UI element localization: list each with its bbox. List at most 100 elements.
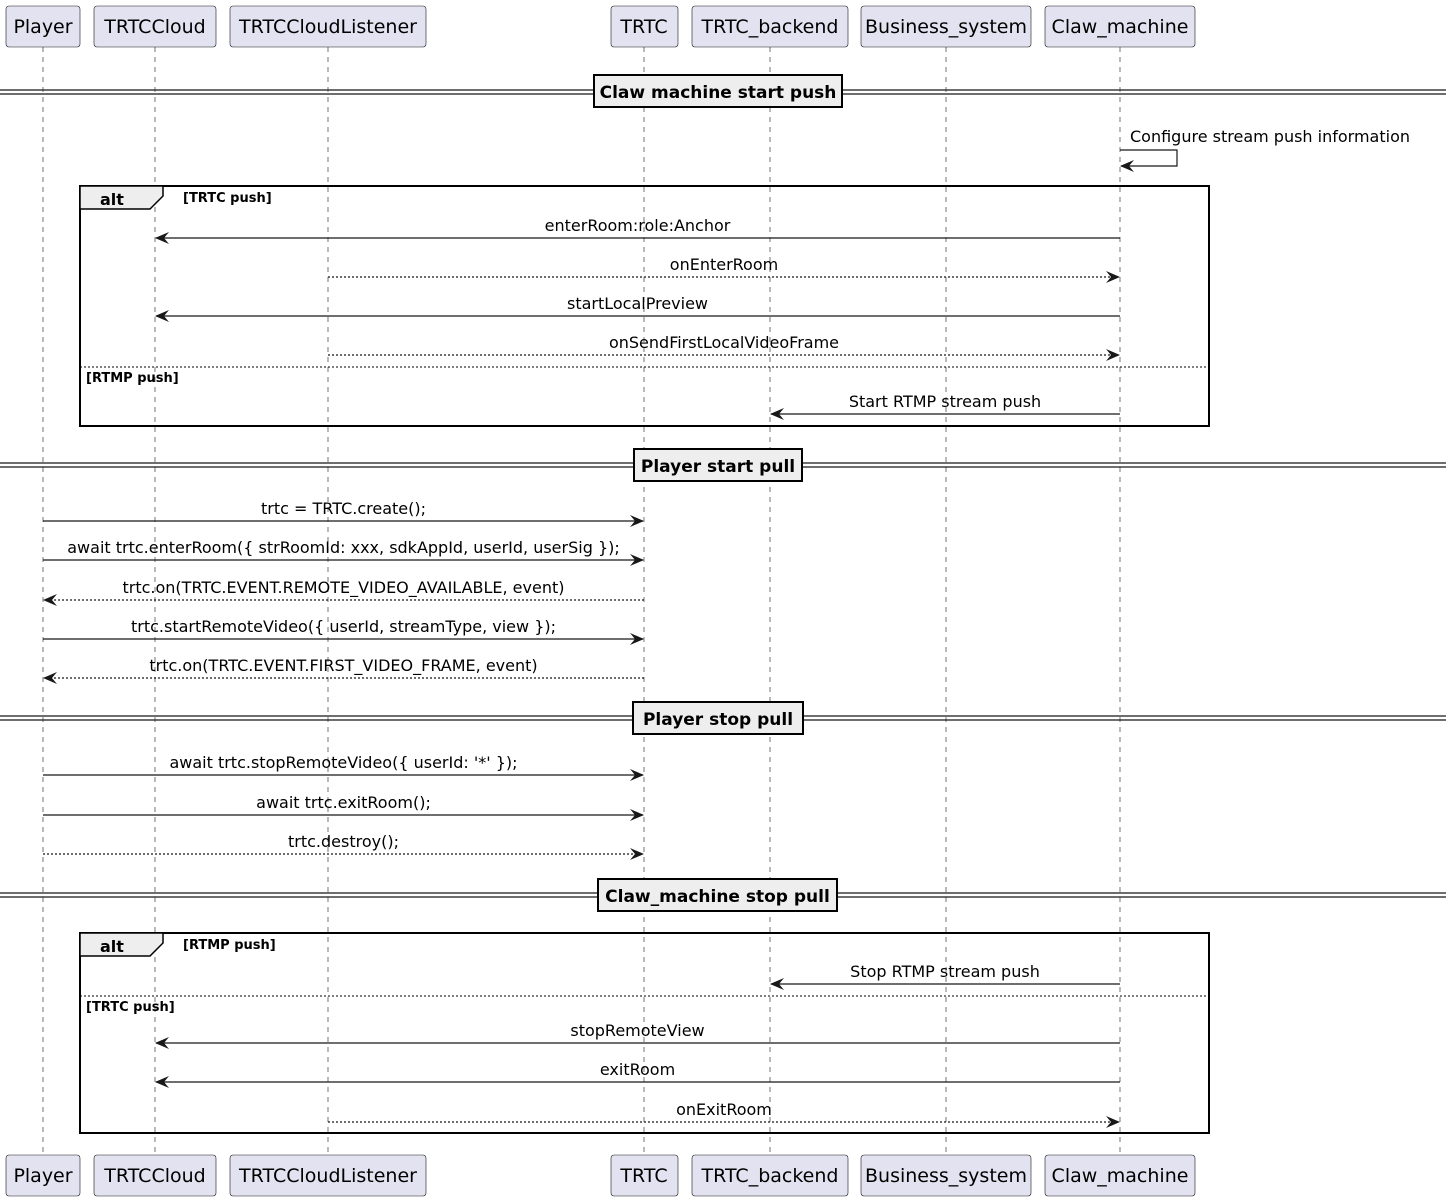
message: onExitRoom bbox=[328, 1100, 1120, 1128]
message: Start RTMP stream push bbox=[770, 392, 1120, 420]
participant-claw_machine[interactable]: Claw_machine bbox=[1044, 5, 1196, 48]
alt-frame: alt [RTMP push] [TRTC push] bbox=[79, 932, 1210, 1134]
message-label: onEnterRoom bbox=[670, 255, 778, 274]
message-label: await trtc.enterRoom({ strRoomId: xxx, s… bbox=[67, 538, 620, 557]
alt-guard: [TRTC push] bbox=[86, 1000, 175, 1015]
message-label: enterRoom:role:Anchor bbox=[545, 216, 731, 235]
message-label: await trtc.exitRoom(); bbox=[256, 793, 431, 812]
alt-tab bbox=[79, 185, 164, 210]
section-divider: Player stop pull bbox=[0, 701, 1446, 735]
participant-label: Business_system bbox=[865, 1165, 1027, 1187]
alt-tab bbox=[79, 932, 164, 957]
participant-trtccloud[interactable]: TRTCCloud bbox=[93, 1154, 217, 1197]
divider-box bbox=[632, 701, 804, 735]
divider-label: Claw_machine stop pull bbox=[605, 887, 830, 907]
participant-label: TRTCCloudListener bbox=[238, 16, 417, 38]
alt-keyword: alt bbox=[100, 937, 124, 956]
message-label: trtc.startRemoteVideo({ userId, streamTy… bbox=[131, 617, 556, 636]
alt-guard: [RTMP push] bbox=[86, 371, 179, 386]
participant-label: TRTC bbox=[619, 1165, 667, 1187]
message: exitRoom bbox=[155, 1060, 1120, 1088]
message: trtc = TRTC.create(); bbox=[43, 499, 644, 527]
participant-trtc[interactable]: TRTC bbox=[610, 1154, 679, 1197]
participant-player[interactable]: Player bbox=[5, 1154, 81, 1197]
participant-box bbox=[5, 1154, 81, 1197]
participant-box bbox=[1044, 1154, 1196, 1197]
message-label: Stop RTMP stream push bbox=[850, 962, 1040, 981]
divider-box bbox=[633, 448, 803, 482]
message: trtc.on(TRTC.EVENT.REMOTE_VIDEO_AVAILABL… bbox=[43, 578, 644, 606]
message-label: startLocalPreview bbox=[567, 294, 708, 313]
divider-box bbox=[597, 878, 838, 912]
message: await trtc.stopRemoteVideo({ userId: '*'… bbox=[43, 753, 644, 781]
participant-box bbox=[229, 1154, 427, 1197]
divider-box bbox=[593, 74, 843, 108]
divider-label: Claw machine start push bbox=[600, 83, 837, 103]
message-label: onSendFirstLocalVideoFrame bbox=[609, 333, 839, 352]
participant-label: TRTC_backend bbox=[701, 16, 839, 38]
self-message: Configure stream push information bbox=[1120, 127, 1410, 172]
message-arrow bbox=[1120, 149, 1178, 172]
participant-label: TRTCCloud bbox=[103, 16, 205, 38]
message-label: Configure stream push information bbox=[1130, 127, 1410, 146]
message: Stop RTMP stream push bbox=[770, 962, 1120, 990]
message-label: trtc.destroy(); bbox=[288, 832, 399, 851]
section-divider: Claw_machine stop pull bbox=[0, 878, 1446, 912]
participant-business_system[interactable]: Business_system bbox=[860, 5, 1032, 48]
participant-business_system[interactable]: Business_system bbox=[860, 1154, 1032, 1197]
message: trtc.startRemoteVideo({ userId, streamTy… bbox=[43, 617, 644, 645]
participant-label: Claw_machine bbox=[1052, 16, 1189, 38]
participant-label: TRTCCloud bbox=[103, 1165, 205, 1187]
participant-label: Claw_machine bbox=[1052, 1165, 1189, 1187]
participant-trtc[interactable]: TRTC bbox=[610, 5, 679, 48]
participant-trtccloudlistener[interactable]: TRTCCloudListener bbox=[229, 1154, 427, 1197]
alt-guard: [TRTC push] bbox=[183, 191, 272, 206]
participant-box bbox=[860, 5, 1032, 48]
message: await trtc.enterRoom({ strRoomId: xxx, s… bbox=[43, 538, 644, 566]
message-label: exitRoom bbox=[600, 1060, 675, 1079]
participant-trtc_backend[interactable]: TRTC_backend bbox=[691, 5, 849, 48]
participant-box bbox=[691, 1154, 849, 1197]
participant-box bbox=[93, 1154, 217, 1197]
participant-box bbox=[610, 5, 679, 48]
message: await trtc.exitRoom(); bbox=[43, 793, 644, 821]
section-divider: Claw machine start push bbox=[0, 74, 1446, 108]
participant-trtccloudlistener[interactable]: TRTCCloudListener bbox=[229, 5, 427, 48]
message: onEnterRoom bbox=[328, 255, 1120, 283]
message-label: trtc.on(TRTC.EVENT.REMOTE_VIDEO_AVAILABL… bbox=[122, 578, 564, 598]
divider-label: Player stop pull bbox=[643, 710, 793, 730]
message-label: Start RTMP stream push bbox=[849, 392, 1041, 411]
participant-label: TRTC bbox=[619, 16, 667, 38]
alt-guard: [RTMP push] bbox=[183, 938, 276, 953]
participant-box bbox=[93, 5, 217, 48]
participant-label: TRTCCloudListener bbox=[238, 1165, 417, 1187]
message: startLocalPreview bbox=[155, 294, 1120, 322]
section-divider: Player start pull bbox=[0, 448, 1446, 482]
alt-keyword: alt bbox=[100, 190, 124, 209]
message: onSendFirstLocalVideoFrame bbox=[328, 333, 1120, 361]
alt-frame: alt [TRTC push] [RTMP push] bbox=[79, 185, 1210, 427]
participant-box bbox=[610, 1154, 679, 1197]
participant-label: Business_system bbox=[865, 16, 1027, 38]
participant-player[interactable]: Player bbox=[5, 5, 81, 48]
participant-claw_machine[interactable]: Claw_machine bbox=[1044, 1154, 1196, 1197]
message-label: stopRemoteView bbox=[570, 1021, 704, 1040]
participant-label: TRTC_backend bbox=[701, 1165, 839, 1187]
participant-box bbox=[229, 5, 427, 48]
message: enterRoom:role:Anchor bbox=[155, 216, 1120, 244]
message-label: onExitRoom bbox=[676, 1100, 772, 1119]
message: trtc.on(TRTC.EVENT.FIRST_VIDEO_FRAME, ev… bbox=[43, 656, 644, 684]
message: stopRemoteView bbox=[155, 1021, 1120, 1049]
participant-box bbox=[860, 1154, 1032, 1197]
participant-label: Player bbox=[13, 16, 72, 38]
participant-box bbox=[5, 5, 81, 48]
participant-box bbox=[1044, 5, 1196, 48]
message-label: trtc.on(TRTC.EVENT.FIRST_VIDEO_FRAME, ev… bbox=[149, 656, 537, 676]
divider-label: Player start pull bbox=[641, 457, 795, 477]
participant-trtccloud[interactable]: TRTCCloud bbox=[93, 5, 217, 48]
participant-trtc_backend[interactable]: TRTC_backend bbox=[691, 1154, 849, 1197]
participant-box bbox=[691, 5, 849, 48]
participant-label: Player bbox=[13, 1165, 72, 1187]
message-label: await trtc.stopRemoteVideo({ userId: '*'… bbox=[169, 753, 517, 772]
